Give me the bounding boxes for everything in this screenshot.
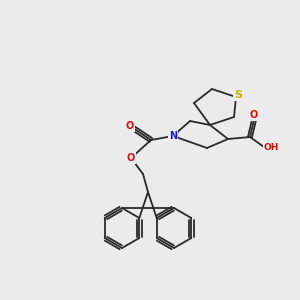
Text: OH: OH: [263, 142, 279, 152]
Text: O: O: [126, 121, 134, 131]
Text: S: S: [234, 90, 242, 100]
Text: N: N: [169, 131, 177, 141]
Text: N: N: [169, 131, 177, 141]
Text: O: O: [127, 153, 135, 163]
Text: O: O: [250, 110, 258, 120]
